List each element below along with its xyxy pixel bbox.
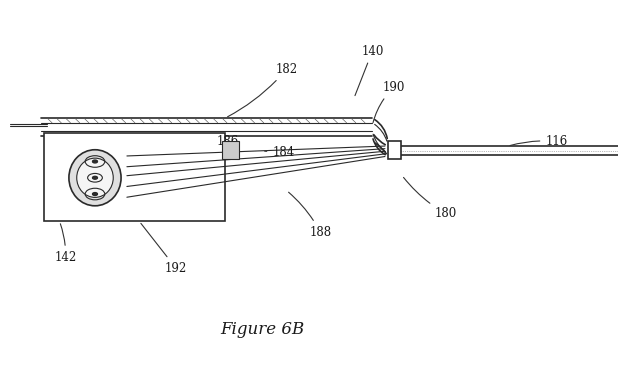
Ellipse shape xyxy=(69,150,121,206)
Bar xyxy=(222,141,239,159)
Text: 182: 182 xyxy=(228,63,297,117)
Circle shape xyxy=(93,193,98,195)
Bar xyxy=(44,132,225,221)
Text: 190: 190 xyxy=(373,81,405,122)
Text: Figure 6B: Figure 6B xyxy=(220,321,304,338)
Bar xyxy=(388,141,401,159)
Text: 116: 116 xyxy=(510,135,568,148)
Text: 142: 142 xyxy=(54,224,77,264)
Text: 140: 140 xyxy=(355,45,384,95)
Text: 180: 180 xyxy=(404,178,457,221)
Circle shape xyxy=(93,176,98,179)
Text: 184: 184 xyxy=(265,146,294,159)
Ellipse shape xyxy=(77,158,113,197)
Text: 186: 186 xyxy=(217,135,239,148)
Text: 192: 192 xyxy=(141,223,187,275)
Text: 188: 188 xyxy=(289,192,332,239)
Circle shape xyxy=(93,160,98,163)
